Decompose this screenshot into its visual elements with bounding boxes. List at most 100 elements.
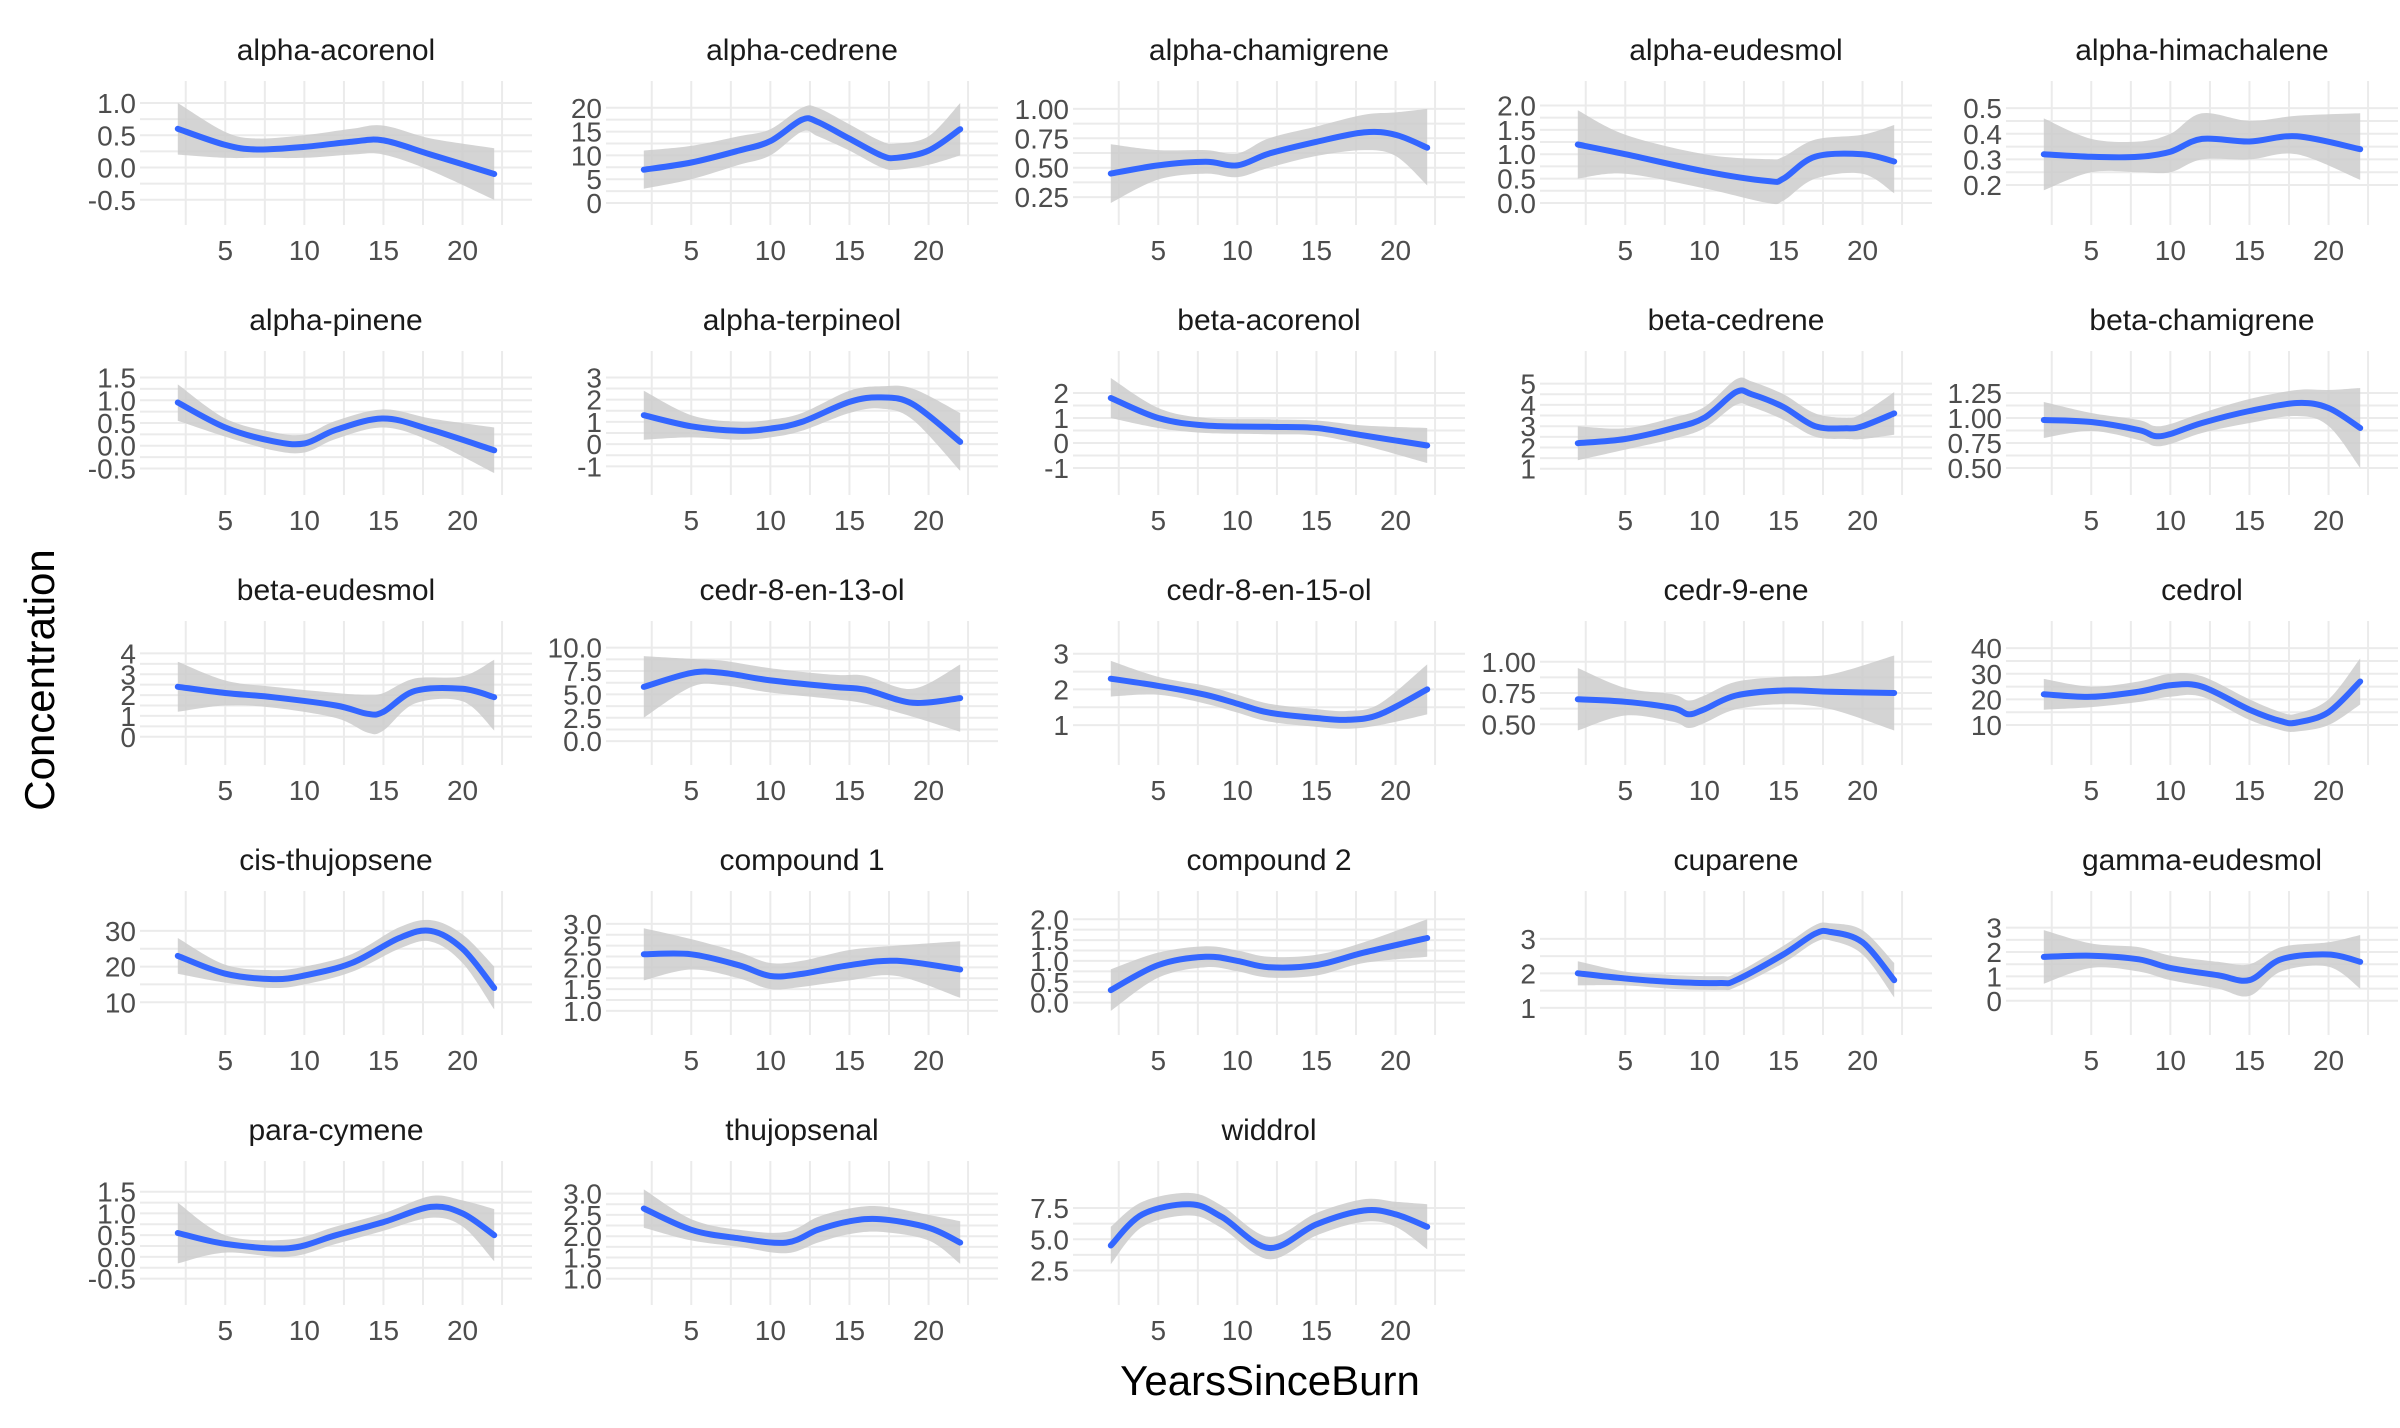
y-tick-label: 0.0 xyxy=(1030,988,1069,1019)
x-tick-label: 20 xyxy=(913,1045,944,1076)
y-tick-label: 1.25 xyxy=(1948,378,2003,409)
y-tick-label: 0.0 xyxy=(97,1242,136,1273)
y-tick-label: 0 xyxy=(120,722,136,753)
y-tick-label: 5.0 xyxy=(1030,1224,1069,1255)
x-tick-label: 10 xyxy=(1222,1315,1253,1346)
panel-title: compound 2 xyxy=(1186,844,1351,877)
y-tick-label: 0.50 xyxy=(1482,709,1537,740)
y-tick-label: 15 xyxy=(571,117,602,148)
smooth-line xyxy=(1107,675,1431,723)
y-tick-label: -0.5 xyxy=(88,1264,136,1295)
x-tick-label: 10 xyxy=(1689,1045,1720,1076)
y-tick-label: 5 xyxy=(1520,369,1536,400)
confidence-ribbon xyxy=(1110,660,1428,729)
y-tick-label: 2.0 xyxy=(563,952,602,983)
panel-title: beta-acorenol xyxy=(1177,304,1360,337)
y-tick-label: 1.00 xyxy=(1482,647,1537,678)
confidence-ribbon xyxy=(177,919,495,1010)
y-tick-label: 1.5 xyxy=(563,1242,602,1273)
x-tick-label: 5 xyxy=(1617,235,1633,266)
y-tick-label: 1 xyxy=(120,701,136,732)
x-tick-label: 20 xyxy=(447,505,478,536)
confidence-ribbon xyxy=(1110,378,1428,463)
y-tick-label: 10 xyxy=(105,987,136,1018)
y-tick-label: 20 xyxy=(571,93,602,124)
x-tick-label: 15 xyxy=(1301,235,1332,266)
panel-title: alpha-terpineol xyxy=(703,304,901,337)
confidence-ribbon xyxy=(643,385,961,471)
smooth-line xyxy=(640,668,964,707)
panel-title: alpha-pinene xyxy=(249,304,422,337)
x-tick-label: 20 xyxy=(1847,235,1878,266)
x-tick-label: 20 xyxy=(1847,775,1878,806)
facet-panel: thujopsenal 3.02.52.01.51.0 5 10 15 20 xyxy=(563,1114,998,1346)
x-tick-label: 10 xyxy=(1689,775,1720,806)
y-tick-label: 2 xyxy=(586,385,602,416)
y-tick-label: 0.5 xyxy=(1963,93,2002,124)
smooth-line xyxy=(1574,387,1898,447)
facet-panel: alpha-chamigrene 1.000.750.500.25 5 10 15 20 xyxy=(1015,34,1465,266)
x-tick-label: 5 xyxy=(1617,775,1633,806)
confidence-ribbon xyxy=(643,1189,961,1264)
x-tick-label: 5 xyxy=(683,1045,699,1076)
smooth-line xyxy=(640,115,964,173)
panel-title: alpha-himachalene xyxy=(2075,34,2329,67)
x-tick-label: 5 xyxy=(1150,505,1166,536)
smooth-line xyxy=(1574,141,1898,185)
confidence-ribbon xyxy=(643,928,961,998)
y-tick-label: 1.0 xyxy=(97,88,136,119)
x-tick-label: 20 xyxy=(913,775,944,806)
y-tick-label: -0.5 xyxy=(88,185,136,216)
y-tick-label: 1.0 xyxy=(563,1264,602,1295)
panel-title: alpha-chamigrene xyxy=(1149,34,1389,67)
x-tick-label: 20 xyxy=(447,775,478,806)
y-tick-label: 30 xyxy=(105,916,136,947)
x-tick-label: 20 xyxy=(2313,235,2344,266)
x-tick-label: 15 xyxy=(2234,1045,2265,1076)
confidence-ribbon xyxy=(643,103,961,189)
x-tick-label: 5 xyxy=(217,505,233,536)
y-tick-label: 0.75 xyxy=(1948,428,2003,459)
confidence-ribbon xyxy=(2043,658,2361,732)
y-tick-label: 20 xyxy=(1971,684,2002,715)
x-tick-label: 5 xyxy=(1150,775,1166,806)
x-tick-label: 15 xyxy=(368,1045,399,1076)
y-tick-label: 7.5 xyxy=(563,656,602,687)
y-tick-label: 40 xyxy=(1971,633,2002,664)
y-tick-label: 0.0 xyxy=(97,431,136,462)
facet-panel: compound 2 2.01.51.00.50.0 5 10 15 20 xyxy=(1030,844,1465,1076)
y-tick-label: 2.5 xyxy=(563,931,602,962)
facet-panel: alpha-himachalene 0.50.40.30.2 5 10 15 20 xyxy=(1963,34,2398,266)
x-tick-label: 5 xyxy=(683,505,699,536)
x-tick-label: 5 xyxy=(683,1315,699,1346)
x-tick-label: 10 xyxy=(289,775,320,806)
y-tick-label: 2 xyxy=(1520,432,1536,463)
x-tick-label: 10 xyxy=(755,775,786,806)
x-tick-label: 5 xyxy=(1150,1315,1166,1346)
y-tick-label: 3 xyxy=(120,659,136,690)
x-tick-label: 20 xyxy=(1380,775,1411,806)
x-axis-title: YearsSinceBurn xyxy=(1120,1357,1420,1404)
x-tick-label: 5 xyxy=(2083,505,2099,536)
y-tick-label: 0.5 xyxy=(97,1220,136,1251)
x-tick-label: 5 xyxy=(217,1045,233,1076)
x-tick-label: 15 xyxy=(1768,235,1799,266)
x-tick-label: 10 xyxy=(1222,505,1253,536)
smooth-line xyxy=(174,125,498,177)
x-tick-label: 5 xyxy=(1617,505,1633,536)
y-tick-label: -1 xyxy=(1044,453,1069,484)
y-tick-label: 30 xyxy=(1971,659,2002,690)
y-tick-label: 10 xyxy=(1971,710,2002,741)
y-tick-label: 1 xyxy=(1053,710,1069,741)
facet-panel: widdrol 7.55.02.5 5 10 15 20 xyxy=(1030,1114,1465,1346)
x-tick-label: 5 xyxy=(683,775,699,806)
x-tick-label: 5 xyxy=(1150,235,1166,266)
y-tick-label: 2.5 xyxy=(563,703,602,734)
smooth-line xyxy=(640,950,964,980)
